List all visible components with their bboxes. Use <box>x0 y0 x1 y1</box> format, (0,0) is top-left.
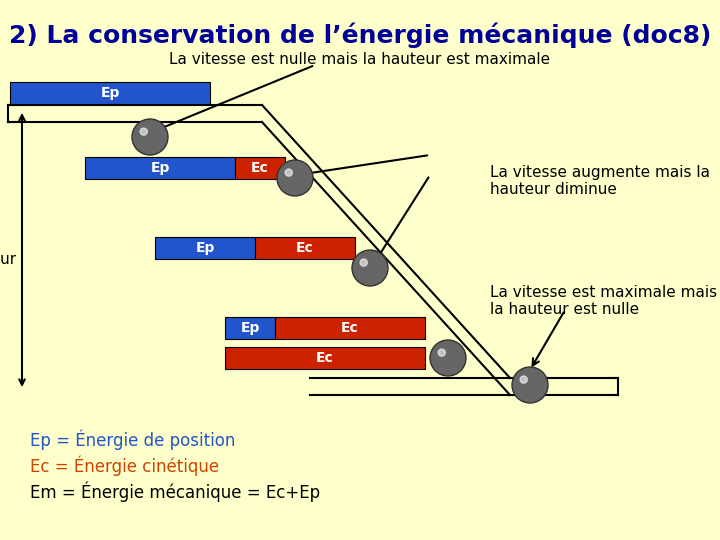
Bar <box>85 157 235 179</box>
Text: Ec: Ec <box>316 351 334 365</box>
Text: Ec: Ec <box>296 241 314 255</box>
Circle shape <box>512 367 548 403</box>
Text: Ep: Ep <box>240 321 260 335</box>
Circle shape <box>132 119 168 155</box>
Text: Ec = Énergie cinétique: Ec = Énergie cinétique <box>30 456 219 476</box>
Text: Em = Énergie mécanique = Ec+Ep: Em = Énergie mécanique = Ec+Ep <box>30 482 320 503</box>
Circle shape <box>277 160 313 196</box>
Bar <box>275 317 425 339</box>
Circle shape <box>438 349 445 356</box>
Circle shape <box>352 250 388 286</box>
Bar <box>225 317 275 339</box>
Bar <box>255 237 355 259</box>
Circle shape <box>520 376 527 383</box>
Bar <box>235 157 285 179</box>
Text: Ec: Ec <box>341 321 359 335</box>
Text: Ep: Ep <box>195 241 215 255</box>
Bar <box>10 82 210 104</box>
Text: hauteur: hauteur <box>0 253 17 267</box>
Circle shape <box>285 169 292 176</box>
Text: Ep: Ep <box>100 86 120 100</box>
Text: La vitesse augmente mais la
hauteur diminue: La vitesse augmente mais la hauteur dimi… <box>490 165 710 198</box>
Text: La vitesse est nulle mais la hauteur est maximale: La vitesse est nulle mais la hauteur est… <box>169 52 551 67</box>
Circle shape <box>140 128 148 135</box>
Text: Ep: Ep <box>150 161 170 175</box>
Bar <box>155 237 255 259</box>
Text: Ec: Ec <box>251 161 269 175</box>
Text: La vitesse est maximale mais
la hauteur est nulle: La vitesse est maximale mais la hauteur … <box>490 285 717 318</box>
Text: Ep = Énergie de position: Ep = Énergie de position <box>30 430 235 450</box>
Circle shape <box>430 340 466 376</box>
Circle shape <box>360 259 367 266</box>
Text: 2) La conservation de l’énergie mécanique (doc8): 2) La conservation de l’énergie mécaniqu… <box>9 22 711 48</box>
Bar <box>225 347 425 369</box>
